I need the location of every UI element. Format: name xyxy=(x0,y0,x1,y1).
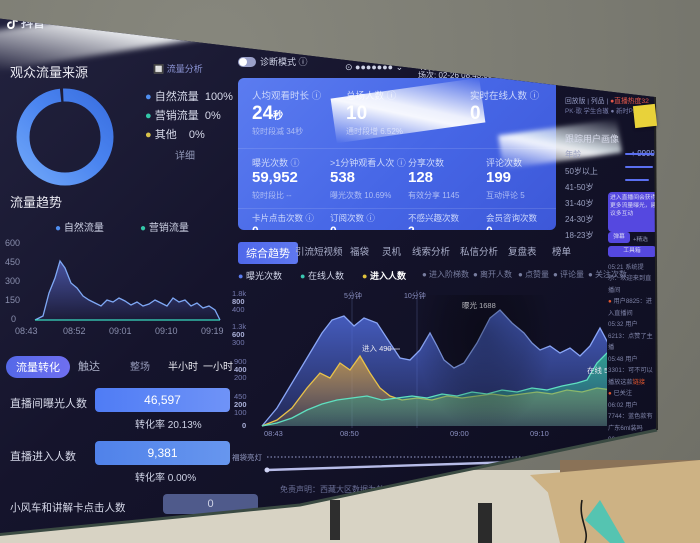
svg-text:0: 0 xyxy=(11,314,16,324)
svg-text:进入 490: 进入 490 xyxy=(362,344,392,353)
svg-text:100: 100 xyxy=(234,408,247,417)
svg-text:08:50: 08:50 xyxy=(340,429,359,438)
svg-text:09:00: 09:00 xyxy=(450,429,469,438)
svg-text:150: 150 xyxy=(5,295,20,305)
svg-text:200: 200 xyxy=(234,373,247,382)
svg-text:600: 600 xyxy=(5,238,20,248)
svg-text:450: 450 xyxy=(5,257,20,267)
svg-text:在线 508: 在线 508 xyxy=(587,365,607,375)
svg-text:曝光 1688: 曝光 1688 xyxy=(462,300,496,310)
svg-text:5分钟: 5分钟 xyxy=(344,291,362,300)
svg-text:福袋亮灯: 福袋亮灯 xyxy=(232,452,262,462)
svg-text:09:01: 09:01 xyxy=(109,326,132,336)
svg-text:300: 300 xyxy=(5,276,20,286)
svg-text:08:43: 08:43 xyxy=(264,429,283,438)
svg-text:10分钟: 10分钟 xyxy=(404,291,426,300)
svg-text:09:10: 09:10 xyxy=(155,326,178,336)
svg-text:08:43: 08:43 xyxy=(15,326,38,336)
svg-text:09:19: 09:19 xyxy=(201,326,224,336)
svg-text:0: 0 xyxy=(242,421,246,430)
svg-text:09:10: 09:10 xyxy=(530,429,549,438)
svg-text:300: 300 xyxy=(232,338,245,347)
svg-text:08:52: 08:52 xyxy=(63,326,86,336)
svg-text:400: 400 xyxy=(232,305,245,314)
